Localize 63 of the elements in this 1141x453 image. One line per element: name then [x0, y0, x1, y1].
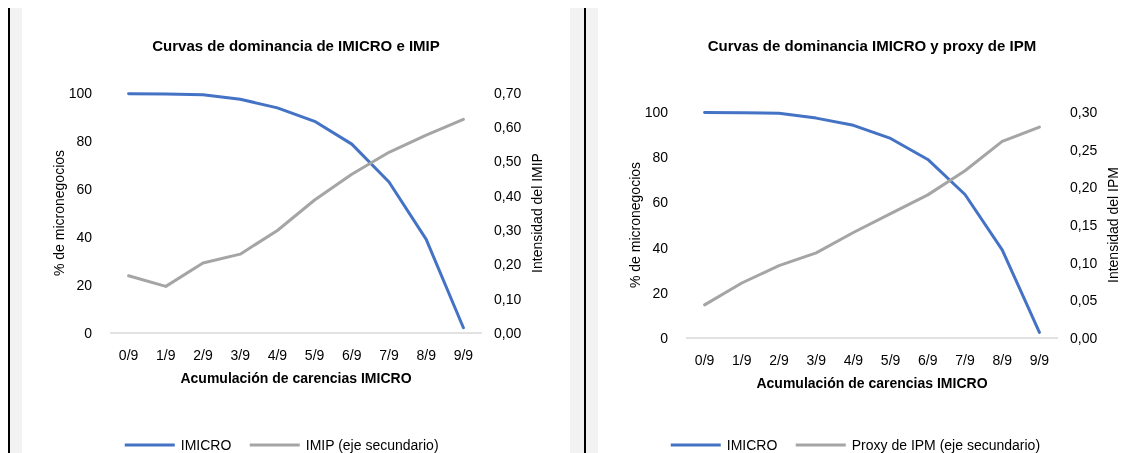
- x-axis-title: Acumulación de carencias IMICRO: [180, 370, 412, 386]
- x-tick-label: 3/9: [806, 351, 827, 368]
- y2-tick-label: 0,20: [494, 256, 522, 273]
- x-tick-label: 5/9: [880, 351, 901, 368]
- y-tick-label: 0: [660, 329, 669, 346]
- x-tick-label: 2/9: [193, 346, 213, 363]
- y2-axis-title: Intensidad del IMIP: [529, 153, 545, 273]
- y2-axis-title: Intensidad del IPM: [1105, 167, 1121, 283]
- x-tick-label: 2/9: [769, 351, 789, 368]
- y-tick-label: 100: [644, 103, 669, 120]
- x-tick-label: 8/9: [992, 351, 1013, 368]
- y-tick-label: 60: [76, 180, 93, 197]
- y-tick-label: 80: [76, 132, 93, 149]
- x-tick-label: 1/9: [156, 346, 176, 363]
- x-tick-label: 7/9: [955, 351, 975, 368]
- line-series: [127, 92, 465, 330]
- y2-tick-label: 0,00: [494, 324, 522, 341]
- y2-tick-label: 0,70: [494, 84, 522, 101]
- y2-tick-label: 0,15: [1070, 216, 1098, 233]
- x-tick-label: 0/9: [118, 346, 139, 363]
- x-tick-label: 9/9: [1029, 351, 1050, 368]
- y2-tick-label: 0,30: [1070, 103, 1098, 120]
- x-tick-label: 3/9: [230, 346, 251, 363]
- y2-tick-label: 0,60: [494, 119, 522, 136]
- y-tick-label: 100: [68, 84, 93, 101]
- x-tick-label: 9/9: [453, 346, 474, 363]
- x-tick-label: 1/9: [732, 351, 752, 368]
- line-series: [703, 125, 1041, 307]
- y2-tick-label: 0,20: [1070, 179, 1098, 196]
- line-series: [703, 110, 1041, 334]
- y2-tick-label: 0,05: [1070, 292, 1098, 309]
- chart-title: Curvas de dominancia de IMICRO e IMIP: [152, 37, 440, 54]
- x-tick-label: 7/9: [379, 346, 399, 363]
- x-tick-label: 4/9: [267, 346, 288, 363]
- line-series: [127, 117, 465, 288]
- legend-label: IMICRO: [180, 436, 232, 453]
- y2-tick-label: 0,10: [494, 290, 522, 307]
- y-tick-label: 40: [652, 239, 669, 256]
- y-tick-label: 80: [652, 149, 669, 166]
- y-tick-label: 40: [76, 228, 93, 245]
- y-tick-label: 60: [652, 194, 669, 211]
- y-tick-label: 0: [84, 324, 93, 341]
- x-tick-label: 4/9: [843, 351, 864, 368]
- y2-tick-label: 0,50: [494, 153, 522, 170]
- y-tick-label: 20: [652, 284, 669, 301]
- x-tick-label: 5/9: [304, 346, 325, 363]
- x-axis-title: Acumulación de carencias IMICRO: [756, 375, 988, 391]
- y-axis-title: % de micronegocios: [627, 161, 643, 289]
- legend-label: IMICRO: [726, 436, 778, 453]
- x-tick-label: 6/9: [342, 346, 362, 363]
- y-tick-label: 20: [76, 276, 93, 293]
- x-tick-label: 0/9: [694, 351, 715, 368]
- y2-tick-label: 0,30: [494, 222, 522, 239]
- y-axis-title: % de micronegocios: [51, 149, 67, 277]
- legend-label: IMIP (eje secundario): [305, 436, 439, 453]
- y2-tick-label: 0,10: [1070, 254, 1098, 271]
- y2-tick-label: 0,40: [494, 187, 522, 204]
- chart-title: Curvas de dominancia IMICRO y proxy de IPM: [707, 37, 1037, 54]
- x-tick-label: 8/9: [416, 346, 437, 363]
- x-tick-label: 6/9: [918, 351, 938, 368]
- legend-label: Proxy de IPM (eje secundario): [851, 436, 1041, 453]
- y2-tick-label: 0,00: [1070, 329, 1098, 346]
- y2-tick-label: 0,25: [1070, 141, 1098, 158]
